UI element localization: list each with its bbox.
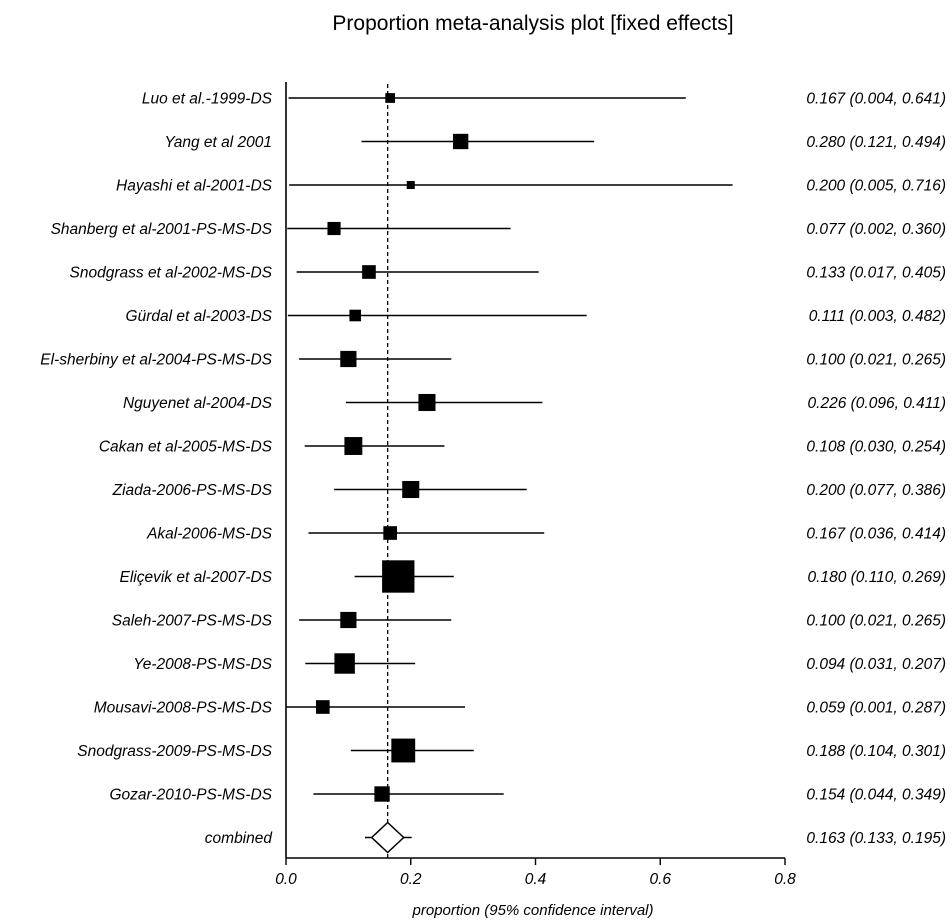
combined-label: combined <box>205 830 274 847</box>
estimate-square <box>362 265 376 279</box>
estimate-square <box>391 738 416 763</box>
estimate-square <box>334 653 355 674</box>
study-row: El-sherbiny et al-2004-PS-MS-DS 0.100 (0.… <box>40 350 946 369</box>
study-label: Saleh-2007-PS-MS-DS <box>112 613 273 630</box>
ci-value-text: 0.059 (0.001, 0.287) <box>806 700 946 717</box>
study-row: Eliçevik et al-2007-DS 0.180 (0.110, 0.26… <box>120 560 946 593</box>
ci-value-text: 0.200 (0.077, 0.386) <box>806 482 946 499</box>
ci-value-text: 0.077 (0.002, 0.360) <box>806 221 946 238</box>
study-row: Ye-2008-PS-MS-DS 0.094 (0.031, 0.207) <box>133 653 946 674</box>
ci-value-text: 0.094 (0.031, 0.207) <box>806 656 946 673</box>
estimate-square <box>406 180 415 190</box>
study-row: Ziada-2006-PS-MS-DS 0.200 (0.077, 0.386) <box>112 480 946 499</box>
study-row: Saleh-2007-PS-MS-DS 0.100 (0.021, 0.265) <box>112 611 946 630</box>
combined-diamond <box>370 821 405 854</box>
estimate-square <box>452 133 469 150</box>
x-tick-label: 0.8 <box>774 871 796 888</box>
estimate-square <box>349 309 362 322</box>
study-label: Snodgrass-2009-PS-MS-DS <box>77 743 272 760</box>
study-label: Gürdal et al-2003-DS <box>126 308 273 325</box>
chart-title: Proportion meta-analysis plot [fixed eff… <box>332 12 733 35</box>
study-label: Hayashi et al-2001-DS <box>116 178 273 195</box>
x-tick-label: 0.2 <box>400 871 422 888</box>
study-label: Luo et al.-1999-DS <box>142 91 273 108</box>
ci-value-text: 0.100 (0.021, 0.265) <box>806 613 946 630</box>
ci-value-text: 0.100 (0.021, 0.265) <box>806 352 946 369</box>
ci-value-text: 0.280 (0.121, 0.494) <box>806 134 946 151</box>
x-axis-label: proportion (95% confidence interval) <box>412 902 654 919</box>
estimate-square <box>340 611 357 629</box>
ci-value-text: 0.188 (0.104, 0.301) <box>806 743 946 760</box>
study-row: Mousavi-2008-PS-MS-DS 0.059 (0.001, 0.287… <box>94 700 946 717</box>
plot-axes: 0.0 0.2 0.4 0.6 0.8 <box>275 82 796 888</box>
estimate-square <box>315 700 330 714</box>
study-row: Gürdal et al-2003-DS 0.111 (0.003, 0.482) <box>126 308 946 325</box>
study-row: Hayashi et al-2001-DS 0.200 (0.005, 0.716… <box>116 178 946 195</box>
ci-value-text: 0.167 (0.004, 0.641) <box>806 91 946 108</box>
combined-row: combined 0.163 (0.133, 0.195) <box>205 821 946 854</box>
study-row: Nguyenet al-2004-DS 0.226 (0.096, 0.411) <box>123 393 946 412</box>
ci-value-text: 0.111 (0.003, 0.482) <box>809 308 946 325</box>
study-label: Yang et al 2001 <box>165 134 272 151</box>
study-label: Nguyenet al-2004-DS <box>123 395 273 412</box>
estimate-square <box>385 93 396 103</box>
combined-ci-text: 0.163 (0.133, 0.195) <box>806 830 946 847</box>
study-label: Ziada-2006-PS-MS-DS <box>112 482 273 499</box>
study-label: Akal-2006-MS-DS <box>146 526 273 543</box>
ci-value-text: 0.167 (0.036, 0.414) <box>806 526 946 543</box>
estimate-square <box>327 221 341 236</box>
estimate-square <box>340 350 357 368</box>
estimate-square <box>374 786 390 802</box>
study-row: Snodgrass-2009-PS-MS-DS 0.188 (0.104, 0.3… <box>77 738 946 763</box>
ci-value-text: 0.226 (0.096, 0.411) <box>808 395 946 412</box>
study-label: Shanberg et al-2001-PS-MS-DS <box>51 221 273 238</box>
study-label: Snodgrass et al-2002-MS-DS <box>70 265 273 282</box>
estimate-square <box>382 560 415 593</box>
study-label: Cakan et al-2005-MS-DS <box>99 439 273 456</box>
study-label: Ye-2008-PS-MS-DS <box>133 656 272 673</box>
ci-value-text: 0.108 (0.030, 0.254) <box>806 439 946 456</box>
ci-value-text: 0.180 (0.110, 0.269) <box>808 569 946 586</box>
study-row: Shanberg et al-2001-PS-MS-DS 0.077 (0.002… <box>51 221 946 238</box>
study-row: Snodgrass et al-2002-MS-DS 0.133 (0.017, … <box>70 265 946 282</box>
estimate-square <box>383 526 397 540</box>
study-label: Eliçevik et al-2007-DS <box>120 569 273 586</box>
ci-value-text: 0.200 (0.005, 0.716) <box>806 178 946 195</box>
ci-value-text: 0.154 (0.044, 0.349) <box>806 787 946 804</box>
x-tick-label: 0.0 <box>275 871 297 888</box>
study-row: Cakan et al-2005-MS-DS 0.108 (0.030, 0.25… <box>99 437 946 456</box>
study-row: Yang et al 2001 0.280 (0.121, 0.494) <box>165 133 946 151</box>
study-label: Gozar-2010-PS-MS-DS <box>109 787 272 804</box>
estimate-square <box>418 393 436 412</box>
x-tick-label: 0.6 <box>649 871 671 888</box>
study-label: El-sherbiny et al-2004-PS-MS-DS <box>40 352 272 369</box>
estimate-square <box>402 480 420 499</box>
study-row: Akal-2006-MS-DS 0.167 (0.036, 0.414) <box>146 526 946 543</box>
study-row: Luo et al.-1999-DS 0.167 (0.004, 0.641) <box>142 91 946 108</box>
plot-marks: Luo et al.-1999-DS 0.167 (0.004, 0.641) Ya… <box>40 84 946 858</box>
estimate-square <box>344 437 363 455</box>
ci-value-text: 0.133 (0.017, 0.405) <box>806 265 946 282</box>
x-tick-label: 0.4 <box>525 871 547 888</box>
study-label: Mousavi-2008-PS-MS-DS <box>94 700 273 717</box>
study-row: Gozar-2010-PS-MS-DS 0.154 (0.044, 0.349) <box>109 786 946 804</box>
